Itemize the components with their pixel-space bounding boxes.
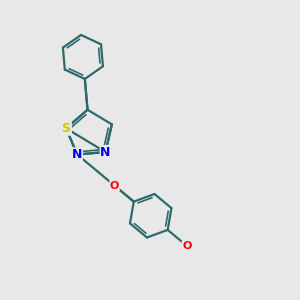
Text: N: N [72, 148, 83, 161]
Text: O: O [182, 241, 192, 251]
Text: N: N [100, 146, 111, 158]
Text: S: S [61, 122, 70, 135]
Text: N: N [61, 122, 71, 135]
Text: O: O [110, 181, 119, 190]
